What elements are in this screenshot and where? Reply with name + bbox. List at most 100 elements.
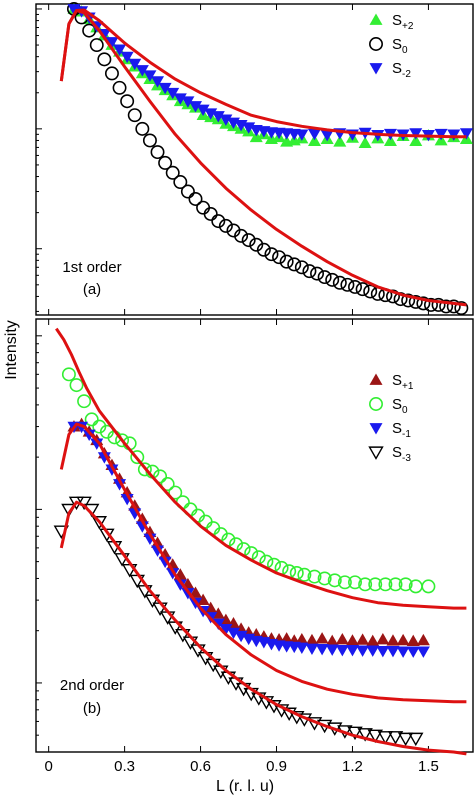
data-point [90, 438, 104, 450]
data-point [416, 633, 430, 646]
legend-label: S+1 [392, 372, 414, 392]
data-point [168, 485, 183, 500]
data-point [387, 731, 404, 745]
data-point [431, 297, 446, 312]
data-point [150, 145, 165, 160]
legend-subscript: +2 [402, 21, 414, 32]
data-point [416, 646, 430, 658]
data-point [287, 257, 302, 272]
data-point [173, 93, 187, 105]
data-point [160, 477, 175, 491]
data-point [196, 593, 210, 606]
data-point [158, 547, 172, 560]
series-s0 [67, 1, 469, 316]
data-point [218, 218, 233, 233]
data-point [454, 301, 469, 316]
data-point [115, 433, 130, 448]
legend-marker [369, 13, 383, 25]
data-point [219, 623, 233, 636]
data-point [158, 155, 173, 170]
data-point [256, 242, 271, 257]
data-point [356, 645, 370, 657]
data-point [398, 577, 413, 592]
data-point [386, 634, 400, 646]
data-point [249, 237, 264, 252]
data-point [317, 571, 332, 586]
data-point [196, 104, 210, 116]
data-point [151, 536, 165, 548]
data-point [388, 577, 403, 592]
x-tick-label: 0.9 [266, 758, 287, 775]
data-point [459, 128, 473, 140]
data-point [305, 643, 319, 655]
data-point [325, 644, 339, 656]
data-point [234, 228, 249, 243]
data-point [158, 556, 172, 569]
data-point [97, 452, 111, 464]
fit-curve [55, 327, 467, 610]
data-point [386, 646, 400, 658]
legend-marker [369, 397, 383, 411]
data-point [345, 634, 359, 646]
data-point [335, 632, 349, 645]
data-point [226, 627, 240, 640]
x-tick-label: 1.5 [418, 758, 439, 775]
data-point [105, 37, 119, 49]
panel-sublabel: (b) [83, 700, 101, 717]
data-point [294, 260, 309, 275]
data-point [409, 128, 423, 140]
data-point [84, 412, 99, 427]
legend-marker [369, 423, 383, 435]
data-point [307, 134, 321, 146]
data-point [211, 111, 225, 123]
data-point [325, 634, 339, 647]
legend-marker [369, 373, 383, 385]
plot-frame [35, 3, 474, 316]
data-point [408, 294, 423, 309]
data-point [366, 645, 380, 657]
data-point [128, 58, 142, 71]
data-point [345, 645, 359, 657]
data-point [327, 573, 342, 588]
data-point [335, 645, 349, 657]
data-point [127, 108, 142, 123]
data-point [416, 296, 431, 311]
data-point [143, 70, 157, 82]
data-point [120, 51, 134, 64]
data-point [241, 233, 256, 248]
data-point [77, 394, 92, 409]
legend-subscript: -3 [402, 453, 411, 464]
data-point [355, 282, 370, 297]
data-point [363, 284, 378, 299]
data-point [447, 129, 461, 141]
data-point [89, 38, 104, 53]
data-point [166, 87, 180, 100]
data-point [166, 568, 180, 580]
data-point [135, 65, 149, 77]
data-point [105, 464, 119, 476]
legend-subscript: 0 [402, 45, 408, 56]
y-axis-title: Intensity [3, 320, 20, 380]
data-point [409, 134, 423, 146]
x-tick-label: 0.6 [190, 758, 211, 775]
fit-curve [59, 8, 467, 139]
data-point [383, 134, 397, 146]
data-point [439, 299, 454, 314]
data-point [302, 264, 317, 279]
data-point [310, 266, 325, 281]
panel-label: 1st order [62, 259, 121, 276]
data-point [272, 250, 287, 265]
data-point [320, 130, 334, 142]
legend-label: S-1 [392, 420, 411, 440]
data-point [446, 299, 461, 314]
x-tick-label: 0 [44, 758, 52, 775]
legend-marker [369, 37, 383, 51]
plot-frame [35, 318, 474, 753]
data-point [396, 633, 410, 646]
data-point [315, 632, 329, 644]
data-point [142, 133, 157, 148]
data-point [173, 175, 188, 190]
legend-label: S-3 [392, 444, 411, 464]
data-point [173, 579, 187, 591]
